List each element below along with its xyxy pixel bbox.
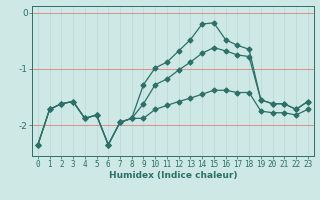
X-axis label: Humidex (Indice chaleur): Humidex (Indice chaleur) — [108, 171, 237, 180]
